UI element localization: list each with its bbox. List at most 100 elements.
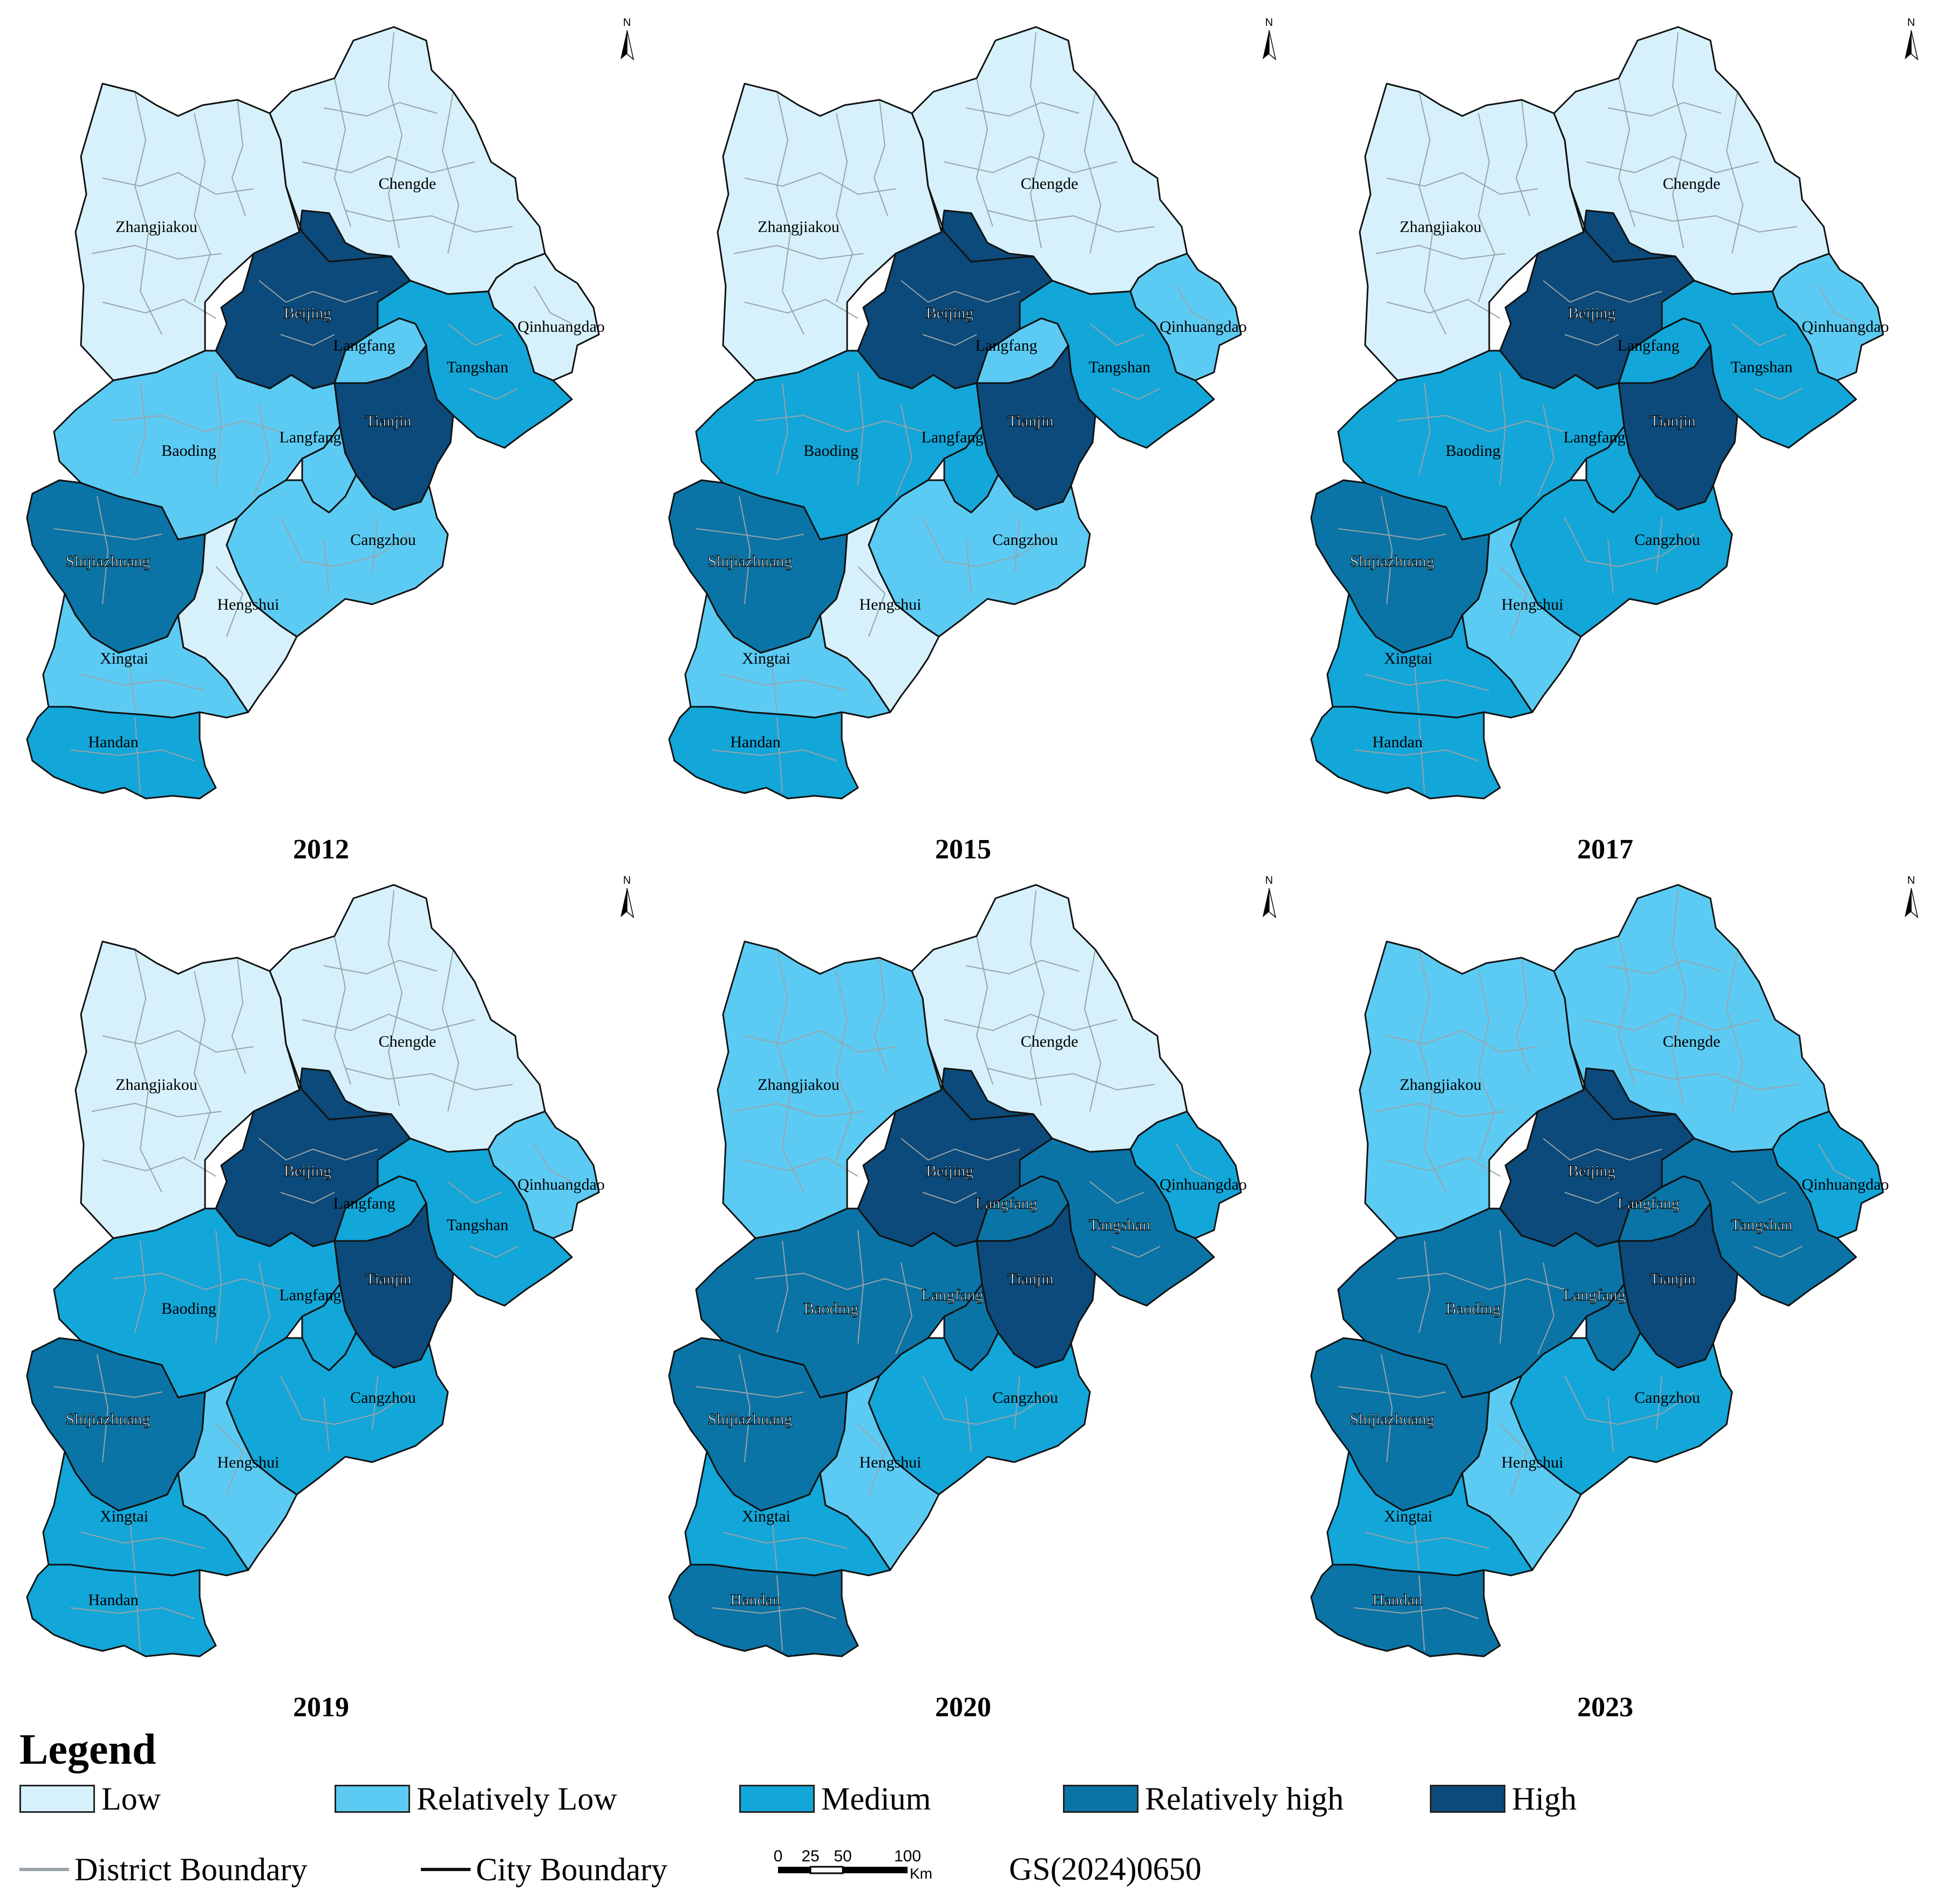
city-label-langfang-n: Langfang [333, 1195, 396, 1212]
city-label-tianjin: Tianjin [1007, 412, 1054, 430]
district-boundary [1607, 101, 1722, 117]
city-label-baoding: Baoding [161, 1300, 216, 1318]
city-label-qinhuangdao: Qinhuangdao [1802, 318, 1889, 336]
district-boundary [1564, 334, 1619, 346]
district-boundary [835, 971, 854, 1161]
district-boundary [712, 749, 837, 761]
city-label-tianjin: Tianjin [365, 1270, 412, 1288]
city-boundary-baoding [695, 1207, 983, 1398]
region-handan [27, 1565, 216, 1656]
district-boundary [1726, 91, 1744, 254]
city-label-zhangjiakou: Zhangjiakou [758, 1076, 840, 1094]
city-label-handan: Handan [730, 1591, 780, 1609]
district-boundary [976, 78, 993, 227]
north-arrow-half-light [1911, 30, 1919, 60]
region-qinhuangdao [1772, 1111, 1883, 1238]
district-boundary [873, 99, 888, 216]
legend-label-relatively-low: Relatively Low [417, 1780, 617, 1817]
district-boundary [70, 1607, 195, 1619]
city-label-zhangjiakou: Zhangjiakou [1400, 1076, 1482, 1094]
district-boundary [857, 372, 864, 486]
city-label-tangshan: Tangshan [447, 1216, 509, 1234]
city-label-hengshui: Hengshui [217, 1453, 279, 1471]
district-boundary [1419, 383, 1431, 475]
region-handan [1311, 1565, 1500, 1656]
district-boundary [1089, 1181, 1144, 1204]
city-label-tianjin: Tianjin [1649, 412, 1696, 430]
city-label-tianjin: Tianjin [1649, 1270, 1696, 1288]
city-boundary-handan [26, 706, 217, 800]
district-boundary [1753, 388, 1803, 400]
region-beijing [1500, 210, 1694, 388]
city-label-shijiazhuang: Shijiazhuang [708, 552, 793, 570]
city-label-zhangjiakou: Zhangjiakou [115, 218, 197, 236]
district-boundary [80, 674, 206, 691]
district-boundary [1656, 517, 1662, 572]
district-boundary [722, 1532, 848, 1549]
city-boundary-baoding [53, 350, 341, 541]
district-boundary [712, 1607, 837, 1619]
district-boundary [744, 1156, 858, 1177]
district-boundary [345, 210, 513, 233]
north-arrow-half-light [626, 888, 635, 918]
legend-item-high: High [1430, 1780, 1577, 1817]
district-boundary [776, 1575, 783, 1652]
city-label-langfang-n: Langfang [1618, 1195, 1680, 1212]
north-arrow-icon: N [1905, 875, 1919, 918]
district-boundary [1564, 517, 1695, 568]
district-boundary [1338, 1386, 1447, 1398]
district-boundary [1014, 517, 1020, 572]
city-boundary-xingtai [1326, 592, 1533, 719]
city-label-chengde: Chengde [379, 1033, 437, 1050]
district-boundary [1515, 957, 1530, 1074]
district-boundary [1381, 1354, 1393, 1463]
city-boundary-handan [1310, 1564, 1501, 1657]
district-boundary [280, 1192, 335, 1204]
district-boundary [97, 496, 109, 605]
region-xingtai [43, 1451, 248, 1575]
district-boundary [1089, 323, 1144, 346]
district-boundary [253, 1262, 271, 1355]
legend-label-high: High [1512, 1780, 1577, 1817]
map-panel-1: Zhangjiakou Chengde Beijing Langfang Qinhuan… [0, 0, 642, 865]
scale-tick-25: 25 [801, 1847, 819, 1865]
city-label-qinhuangdao: Qinhuangdao [1160, 1176, 1247, 1193]
city-label-qinhuangdao: Qinhuangdao [1802, 1176, 1889, 1193]
district-boundary [895, 404, 913, 497]
city-boundary-baoding [695, 350, 983, 541]
district-boundary [80, 1532, 206, 1549]
district-boundary-line [19, 1868, 69, 1871]
district-boundary [1419, 1240, 1431, 1333]
legend-item-medium: Medium [739, 1781, 931, 1817]
district-boundary [1375, 244, 1506, 260]
region-langfang-n [1619, 1176, 1710, 1241]
city-boundary-chengde [1553, 884, 1830, 1153]
region-langfang-n [335, 318, 426, 383]
district-boundary [1818, 1143, 1857, 1182]
region-tangshan [1020, 1138, 1214, 1306]
region-xingtai [685, 593, 890, 718]
scale-bar: 0 25 50 100 Km [774, 1847, 932, 1882]
region-zhangjiakou [718, 84, 942, 380]
region-shijiazhuang [1311, 1338, 1489, 1511]
city-label-zhangjiakou: Zhangjiakou [115, 1076, 197, 1094]
north-arrow-half-dark [1905, 30, 1911, 59]
city-label-beijing: Beijing [284, 1162, 331, 1180]
city-boundary-hengshui [177, 517, 298, 713]
region-langfang-s [1586, 1284, 1640, 1370]
city-label-baoding: Baoding [161, 442, 216, 460]
region-chengde [912, 885, 1187, 1152]
region-tangshan [1662, 1138, 1856, 1306]
city-label-chengde: Chengde [1663, 175, 1721, 193]
district-boundary [102, 172, 254, 195]
district-boundary [387, 32, 403, 249]
north-arrow-icon: N [1263, 17, 1277, 60]
year-label-4: 2019 [293, 1692, 349, 1723]
city-label-langfang-s: Langfang [1564, 428, 1626, 446]
region-tangshan [1020, 281, 1214, 448]
city-label-tangshan: Tangshan [447, 358, 509, 376]
region-tangshan [378, 281, 572, 448]
district-boundary [1543, 1138, 1662, 1161]
district-boundary [280, 334, 335, 346]
city-label-tangshan: Tangshan [1731, 1216, 1793, 1234]
